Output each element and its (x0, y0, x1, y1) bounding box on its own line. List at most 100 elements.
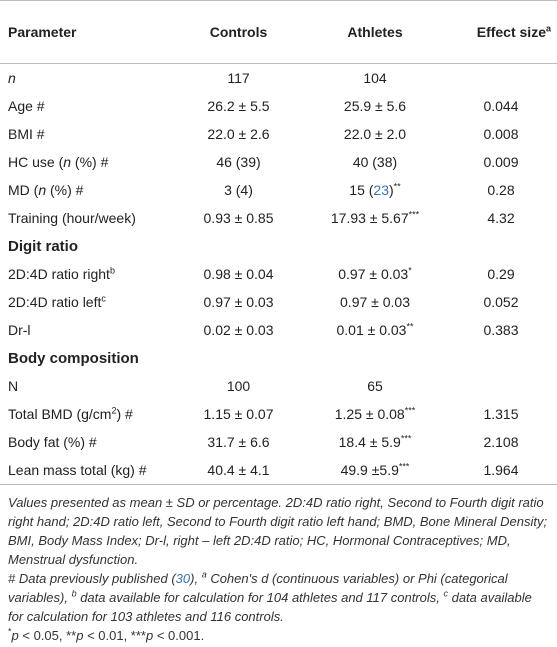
cell: 0.98 ± 0.04 (203, 266, 274, 282)
row: HC use (n (%) # 46 (39) 40 (38) 0.009 (0, 148, 557, 176)
cell: 40 (38) (352, 154, 398, 170)
cell: 0.02 ± 0.03 (203, 322, 274, 338)
text: p (76, 628, 84, 643)
cell: 104 (363, 70, 387, 86)
significance: ** (393, 181, 401, 192)
cell: 22.0 ± 2.6 (207, 126, 270, 142)
cell: MD (n (%) # (0, 176, 172, 204)
cell: 0.009 (483, 154, 519, 170)
cell: 117 (227, 70, 250, 86)
header-cell: Parameter (0, 0, 172, 64)
cell: 2D:4D ratio rightb (0, 260, 172, 288)
text: 18.4 ± 5.9 (338, 434, 401, 450)
row: MD (n (%) # 3 (4) 15 (23)** 0.28 (0, 176, 557, 204)
significance: *** (398, 461, 410, 472)
text: data available for calculation for 104 a… (76, 590, 444, 605)
section-title: Digit ratio (8, 237, 78, 255)
cell: 17.93 ± 5.67*** (305, 204, 445, 232)
cell: 0.28 (487, 182, 515, 198)
significance: * (408, 265, 412, 276)
cell: n (0, 64, 172, 93)
cell: HC use (n (%) # (0, 148, 172, 176)
text: 0.01 ± 0.03 (336, 322, 407, 338)
cell: 26.2 ± 5.5 (207, 98, 270, 114)
cell: N (8, 378, 19, 394)
row: Training (hour/week) 0.93 ± 0.85 17.93 ±… (0, 204, 557, 232)
section-row: Digit ratio (0, 232, 557, 260)
text: n (63, 154, 72, 170)
cell: Total BMD (g/cm2) # (0, 400, 172, 428)
cell: 0.044 (483, 98, 519, 114)
row: n 117 104 (0, 64, 557, 93)
cell: 1.25 ± 0.08*** (305, 400, 445, 428)
reference-link[interactable]: 23 (373, 182, 389, 198)
footnotes: Values presented as mean ± SD or percent… (0, 485, 557, 645)
text: 0.97 ± 0.03 (338, 266, 409, 282)
text: ) # (116, 406, 133, 422)
cell: 0.052 (483, 294, 519, 310)
text: (%) # (71, 154, 109, 170)
cell: 46 (39) (216, 154, 261, 170)
row: 2D:4D ratio rightb 0.98 ± 0.04 0.97 ± 0.… (0, 260, 557, 288)
footnote: # Data previously published (30), a Cohe… (8, 569, 549, 626)
cell: 2D:4D ratio leftc (0, 288, 172, 316)
text: ) (389, 182, 394, 198)
header-text: Effect size (476, 24, 546, 40)
row: Dr-l 0.02 ± 0.03 0.01 ± 0.03** 0.383 (0, 316, 557, 344)
footnote-mark: a (201, 569, 207, 580)
cell: 0.97 ± 0.03 (203, 294, 274, 310)
header-cell: Controls (172, 0, 305, 64)
cell: 1.315 (483, 406, 519, 422)
text: 2D:4D ratio right (8, 266, 110, 282)
footnote: *p < 0.05, **p < 0.01, ***p < 0.001. (8, 626, 549, 645)
cell: 65 (367, 378, 383, 394)
significance: *** (404, 405, 416, 416)
text: 15 ( (349, 182, 374, 198)
text: # Data previously published ( (8, 571, 176, 586)
cell (445, 64, 557, 93)
superscript: 2 (111, 405, 117, 416)
row: Total BMD (g/cm2) # 1.15 ± 0.07 1.25 ± 0… (0, 400, 557, 428)
cell: 100 (226, 378, 251, 394)
cell: Lean mass total (kg) # (0, 456, 172, 485)
header-cell: Effect sizea (445, 0, 557, 64)
cell: Age # (8, 98, 45, 114)
row-label: n (8, 70, 16, 86)
footnote-mark: c (443, 588, 448, 599)
text: n (38, 182, 47, 198)
cell: 49.9 ±5.9*** (305, 456, 445, 485)
text: < 0.05, ** (18, 628, 77, 643)
text: * (8, 626, 12, 637)
cell: 4.32 (487, 210, 515, 226)
section-title: Body composition (8, 349, 139, 367)
cell: 0.008 (483, 126, 519, 142)
text: < 0.01, *** (83, 628, 146, 643)
cell: 0.29 (487, 266, 515, 282)
significance: *** (400, 433, 412, 444)
cell: 3 (4) (224, 182, 253, 198)
header-row: Parameter Controls Athletes Effect sizea (0, 0, 557, 64)
cell: Body fat (%) # (8, 434, 97, 450)
text: 17.93 ± 5.67 (330, 210, 409, 226)
cell: Dr-l (8, 322, 31, 338)
text: MD ( (8, 182, 39, 198)
text: 49.9 ±5.9 (340, 462, 399, 478)
text: p (11, 628, 19, 643)
text: (%) # (46, 182, 84, 198)
cell: 0.01 ± 0.03** (305, 316, 445, 344)
cell: 15 (23)** (305, 176, 445, 204)
cell: Training (hour/week) (8, 210, 136, 226)
footnote-mark: a (545, 23, 551, 34)
cell (445, 372, 557, 400)
cell: 22.0 ± 2.0 (343, 126, 407, 142)
cell: 0.97 ± 0.03* (305, 260, 445, 288)
footnote-mark: b (109, 265, 115, 276)
reference-link[interactable]: 30 (175, 571, 191, 586)
text: Total BMD (g/cm (8, 406, 112, 422)
cell: 0.97 ± 0.03 (340, 294, 410, 310)
section-row: Body composition (0, 344, 557, 372)
text: data available for calculation for 103 a… (8, 590, 532, 624)
text: HC use ( (8, 154, 64, 170)
cell: 18.4 ± 5.9*** (305, 428, 445, 456)
text: p (145, 628, 154, 643)
